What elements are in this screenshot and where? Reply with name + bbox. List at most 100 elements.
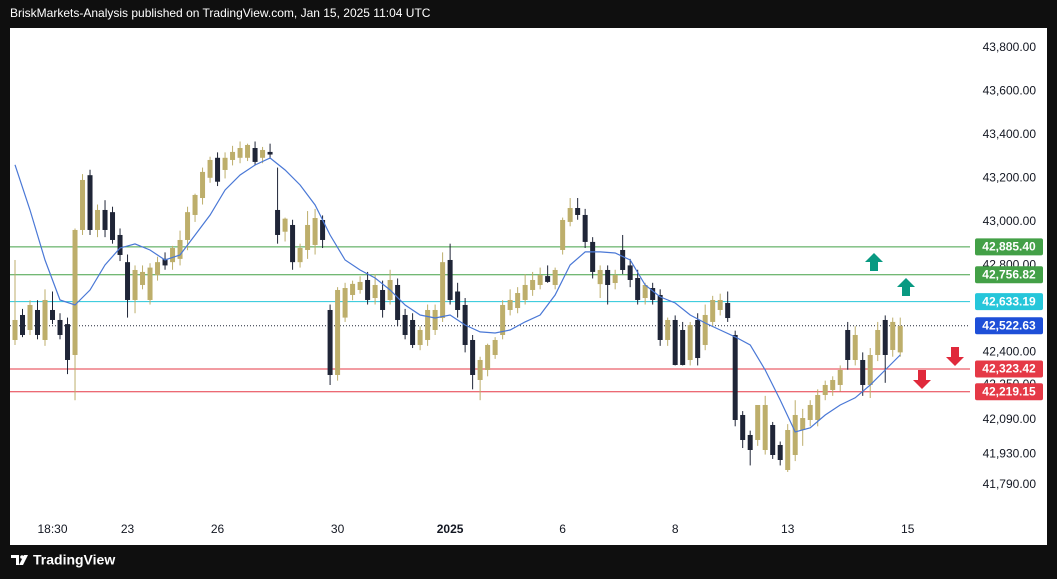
candle-body — [717, 299, 723, 310]
candle-body — [252, 148, 258, 162]
candle-body — [440, 262, 446, 319]
candle-body — [65, 324, 71, 360]
x-tick-label: 15 — [901, 522, 915, 536]
candle-body — [530, 279, 536, 290]
y-tick-label: 41,930.00 — [983, 447, 1037, 461]
price-label: 42,756.82 — [982, 267, 1036, 281]
candle-body — [597, 269, 603, 285]
x-tick-label: 18:30 — [37, 522, 67, 536]
candle-body — [177, 239, 183, 259]
candle-body — [800, 418, 806, 430]
candle-body — [875, 329, 881, 355]
x-tick-label: 30 — [331, 522, 345, 536]
candle-body — [117, 234, 123, 255]
brand-name: TradingView — [33, 552, 115, 568]
candle-body — [215, 157, 221, 182]
candle-body — [305, 224, 311, 250]
candle-body — [87, 175, 93, 230]
candle-body — [350, 283, 356, 295]
candle-body — [207, 159, 213, 178]
y-tick-label: 43,400.00 — [983, 127, 1037, 141]
candle-body — [327, 309, 333, 375]
candle-body — [627, 265, 633, 280]
candle-body — [867, 354, 873, 385]
price-label-box — [975, 383, 1043, 401]
candle-body — [342, 288, 348, 318]
candle-body — [560, 219, 566, 250]
candle-body — [770, 424, 776, 455]
candle-body — [567, 208, 573, 222]
price-label: 42,323.42 — [982, 362, 1036, 376]
price-label-box — [975, 238, 1043, 256]
candle-body — [605, 269, 611, 285]
y-tick-label: 43,600.00 — [983, 84, 1037, 98]
candle-body — [672, 319, 678, 365]
candle-body — [57, 319, 63, 335]
candle-body — [695, 319, 701, 359]
price-label-box — [975, 317, 1043, 335]
candle-body — [815, 394, 821, 420]
candle-body — [192, 194, 198, 215]
candle-body — [470, 339, 476, 375]
candle-body — [822, 384, 828, 395]
candle-body — [650, 288, 656, 300]
candle-body — [372, 284, 378, 299]
candle-body — [297, 248, 303, 263]
candle-body — [545, 276, 551, 282]
candle-body — [170, 248, 176, 263]
candle-body — [785, 429, 791, 470]
candle-body — [882, 319, 888, 355]
candle-body — [740, 414, 746, 440]
candle-body — [147, 267, 153, 300]
x-tick-label: 23 — [121, 522, 135, 536]
x-tick-label: 6 — [559, 522, 566, 536]
candle-body — [680, 329, 686, 365]
candle-body — [687, 324, 693, 360]
candle-body — [507, 299, 513, 310]
brand-logo — [11, 555, 28, 565]
candle-body — [282, 218, 288, 232]
candle-body — [132, 269, 138, 300]
candle-body — [380, 289, 386, 310]
candle-body — [590, 241, 596, 272]
candle-body — [12, 319, 18, 340]
price-label-box — [975, 360, 1043, 378]
candle-body — [747, 434, 753, 450]
candle-body — [845, 329, 851, 360]
candle-body — [200, 171, 206, 199]
moving-average-line — [14, 157, 901, 433]
candle-body — [35, 309, 41, 335]
down-arrow — [913, 370, 931, 389]
candle-body — [575, 208, 581, 215]
candle-body — [110, 212, 116, 240]
candle-body — [477, 359, 483, 380]
candle-body — [402, 314, 408, 335]
candle-body — [657, 294, 663, 340]
candle-body — [500, 304, 506, 335]
candle-body — [485, 344, 491, 370]
candle-body — [492, 339, 498, 355]
price-label: 42,633.19 — [982, 294, 1036, 308]
candle-body — [357, 281, 363, 290]
plot: 43,800.00 43,600.00 43,400.00 43,200.00 43,0… — [10, 40, 1043, 536]
candle-body — [455, 291, 461, 310]
candle-body — [95, 209, 101, 230]
candle-body — [710, 299, 716, 322]
y-tick-label: 43,200.00 — [983, 171, 1037, 185]
x-tick-label: 13 — [781, 522, 795, 536]
candle-body — [267, 151, 273, 155]
candle-body — [410, 319, 416, 345]
candle-body — [245, 144, 251, 158]
candle-body — [807, 404, 813, 420]
candle-body — [222, 157, 228, 170]
candle-body — [582, 214, 588, 242]
price-label-box — [975, 266, 1043, 284]
candle-body — [620, 249, 626, 270]
candle-body — [612, 274, 618, 284]
down-arrow — [946, 347, 964, 366]
candle-body — [260, 149, 266, 158]
price-label-box — [975, 293, 1043, 311]
candle-body — [312, 218, 318, 245]
